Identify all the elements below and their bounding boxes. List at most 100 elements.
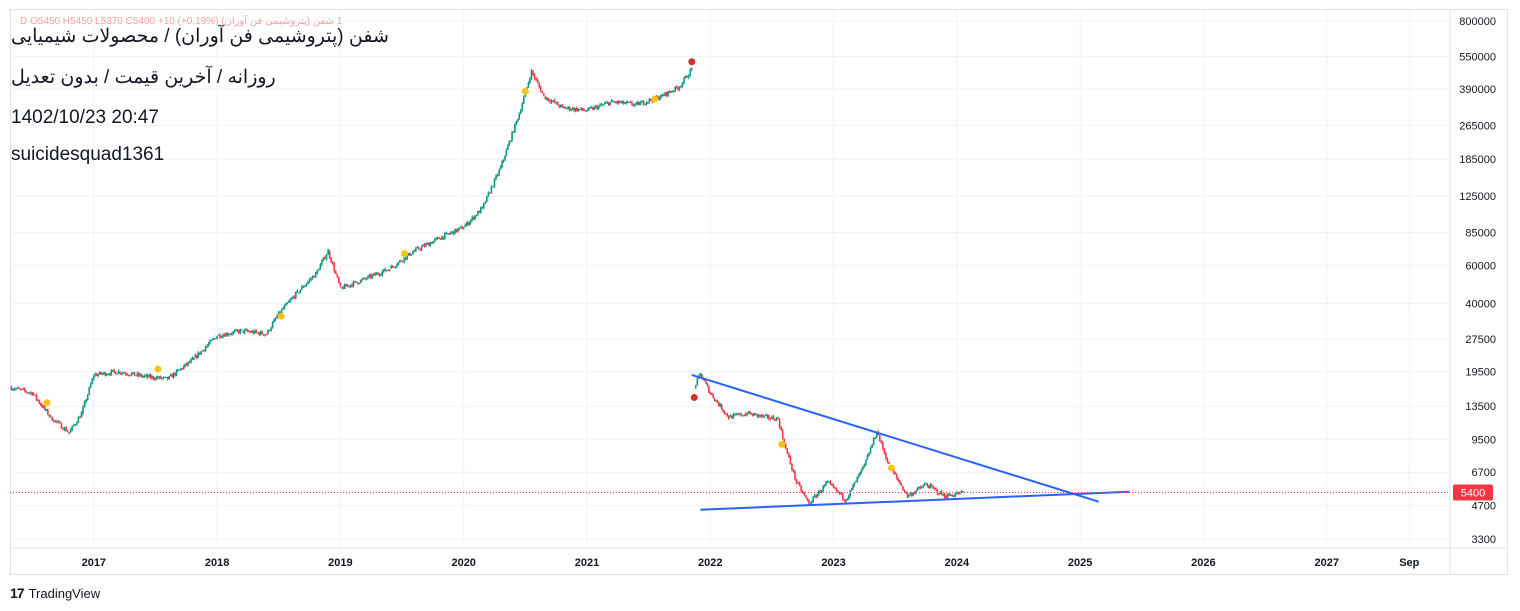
candle <box>504 156 506 160</box>
candle <box>610 100 613 102</box>
candle <box>59 421 61 424</box>
candle <box>174 373 176 376</box>
candle <box>680 86 682 88</box>
candle <box>116 373 118 375</box>
candle <box>88 387 91 395</box>
candle <box>29 392 32 394</box>
candle <box>631 102 633 105</box>
chart-frame[interactable] <box>10 9 1508 575</box>
candle <box>863 464 866 467</box>
candle <box>803 492 806 496</box>
candle <box>404 257 407 260</box>
candle <box>862 466 864 470</box>
candle <box>942 494 944 496</box>
candle <box>63 427 66 430</box>
candle <box>816 494 819 498</box>
candle <box>223 334 226 337</box>
candle <box>175 370 178 376</box>
candle <box>271 322 274 328</box>
candle <box>65 427 67 432</box>
candle <box>797 482 799 484</box>
candle <box>577 109 580 111</box>
candle <box>249 331 252 333</box>
grid-lines <box>10 10 1450 548</box>
candle <box>932 486 934 488</box>
candle <box>808 500 810 504</box>
price-axis-label: 265000 <box>1459 120 1496 132</box>
candle <box>403 257 406 262</box>
candle <box>48 414 51 417</box>
candle <box>837 491 839 493</box>
candle <box>243 329 246 333</box>
candle <box>645 102 648 105</box>
candle <box>822 486 824 491</box>
signal-marker <box>651 95 659 103</box>
symbol-title: شفن (پتروشیمی فن آوران) / محصولات شیمیای… <box>11 26 389 47</box>
candle <box>246 329 249 332</box>
candle <box>380 274 382 276</box>
footer-branding[interactable]: 17 TradingView <box>10 584 100 602</box>
candle <box>76 422 78 425</box>
candle <box>258 332 260 335</box>
candle <box>686 76 688 78</box>
candle <box>583 110 585 112</box>
candle <box>274 318 277 320</box>
candle <box>13 389 16 391</box>
candle <box>859 471 861 475</box>
candle <box>954 493 957 497</box>
datetime-label: 1402/10/23 20:47 <box>11 107 159 128</box>
candle <box>339 282 342 287</box>
candle <box>509 140 512 142</box>
candle <box>634 104 636 106</box>
candle <box>556 102 559 106</box>
candle <box>570 109 572 111</box>
candle <box>678 87 681 90</box>
candle <box>806 497 809 501</box>
candle <box>667 91 669 96</box>
candle <box>415 248 417 251</box>
candle <box>794 471 796 480</box>
candle <box>872 437 875 445</box>
price-axis-label: 125000 <box>1459 191 1496 203</box>
candle <box>498 169 500 175</box>
candle <box>832 485 835 488</box>
signal-marker <box>43 399 51 407</box>
candle <box>106 374 108 376</box>
candle <box>629 102 632 104</box>
candle <box>959 491 961 495</box>
candle <box>532 71 534 75</box>
candle <box>506 145 509 150</box>
candle <box>142 376 144 378</box>
candle <box>847 495 850 500</box>
candle <box>355 281 358 283</box>
candle <box>834 487 836 489</box>
candle <box>251 331 253 333</box>
time-axis-label: 2025 <box>1068 557 1092 569</box>
candle <box>16 387 19 389</box>
candle <box>936 489 939 494</box>
candle <box>407 253 410 256</box>
candle <box>319 264 322 270</box>
candle <box>541 91 544 94</box>
candle <box>462 228 465 230</box>
candle <box>769 418 772 420</box>
candle <box>895 474 898 478</box>
candle <box>448 233 450 235</box>
candle <box>505 149 508 157</box>
candle <box>635 102 638 105</box>
candle <box>388 269 391 271</box>
candle <box>232 331 234 334</box>
candle <box>331 262 334 264</box>
signal-marker <box>778 440 786 448</box>
candle <box>196 355 198 358</box>
candle <box>259 331 262 335</box>
candle <box>650 98 652 101</box>
candle <box>512 131 515 133</box>
candle <box>334 271 337 274</box>
candle <box>95 374 98 376</box>
candle <box>15 388 17 390</box>
candle <box>69 429 72 433</box>
candle <box>354 281 356 283</box>
candle <box>487 192 490 196</box>
